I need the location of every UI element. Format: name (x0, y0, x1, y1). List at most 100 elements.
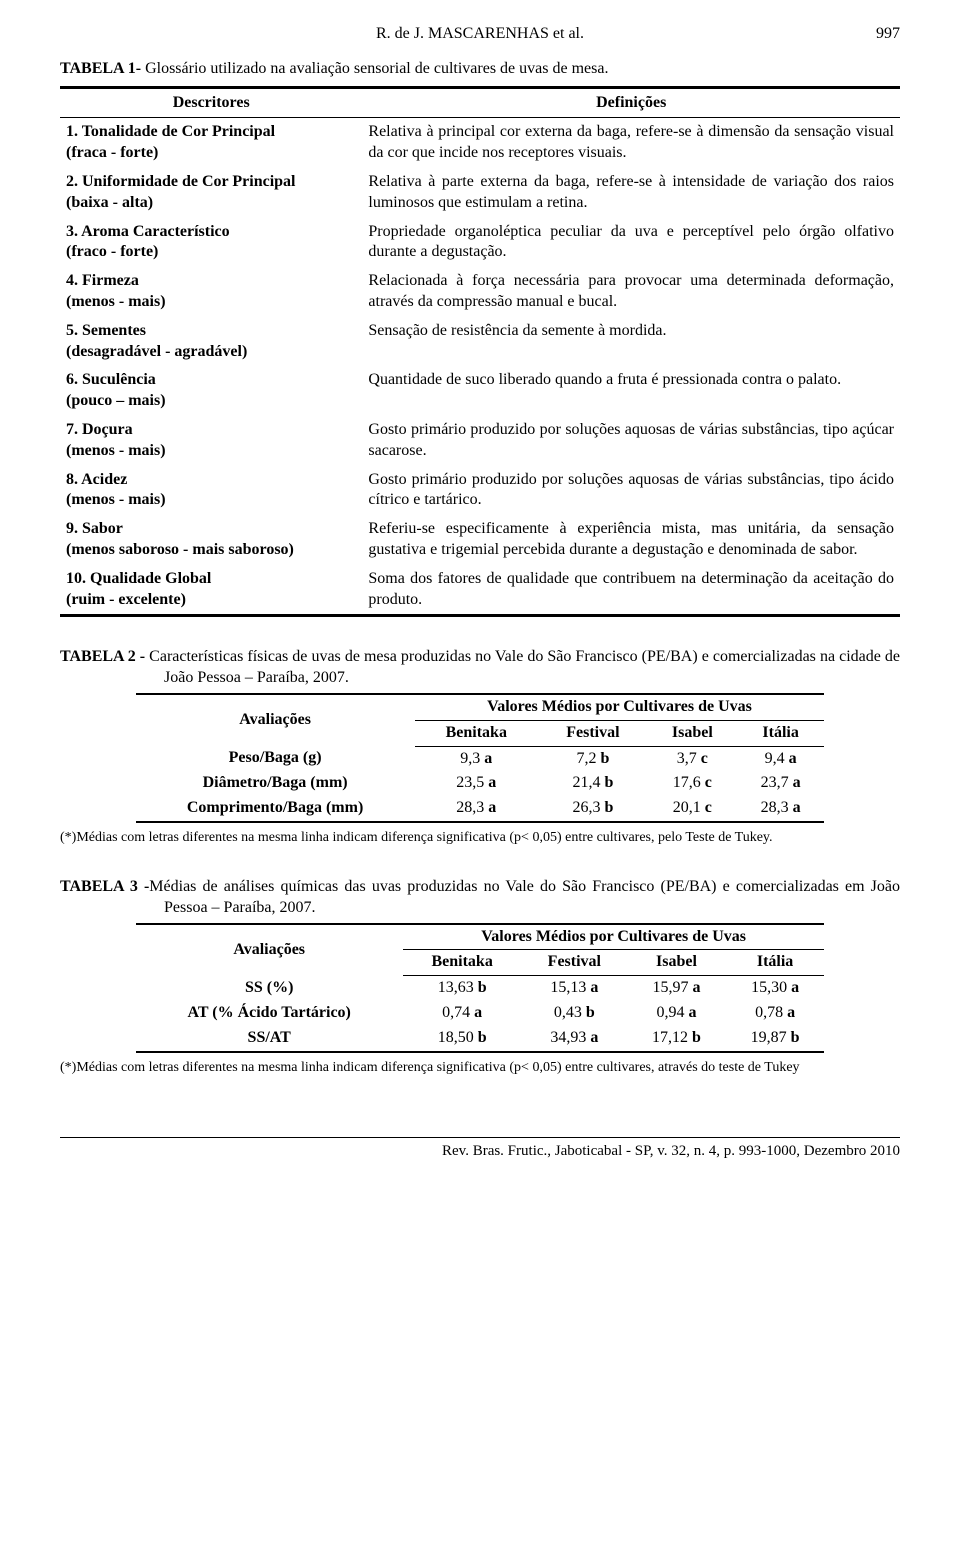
tabela3-row: SS/AT18,50 b34,93 a17,12 b19,87 b (136, 1026, 825, 1052)
descritor-range: (ruim - excelente) (66, 590, 356, 611)
tabela-1-head-definicoes: Definições (362, 87, 900, 118)
descritor-range: (menos - mais) (66, 490, 356, 511)
descritor-name: 8. Acidez (66, 470, 356, 491)
cell-letter: a (484, 750, 492, 767)
descritor-name: 5. Sementes (66, 321, 356, 342)
tabela-3-caption-label: TABELA 3 - (60, 878, 149, 895)
tabela2-column-header: Benitaka (415, 720, 538, 746)
page-footer: Rev. Bras. Frutic., Jaboticabal - SP, v.… (60, 1137, 900, 1162)
descritor-range: (baixa - alta) (66, 193, 356, 214)
tabela-1-row: 6. Suculência(pouco – mais)Quantidade de… (60, 366, 900, 416)
journal-citation: Rev. Bras. Frutic., Jaboticabal - SP, v.… (442, 1143, 900, 1159)
tabela-3-rowhead-label: Avaliações (136, 924, 403, 976)
tabela3-cell: 0,78 a (726, 1001, 825, 1026)
tabela2-row-label: Peso/Baga (g) (136, 746, 415, 771)
tabela-2-caption-text: Características físicas de uvas de mesa … (145, 648, 900, 686)
cell-letter: b (478, 979, 487, 996)
cell-value: 21,4 (572, 774, 600, 791)
tabela3-cell: 13,63 b (403, 976, 522, 1001)
descritor-name: 2. Uniformidade de Cor Principal (66, 172, 356, 193)
cell-letter: a (688, 1004, 696, 1021)
tabela-1-descritor-cell: 1. Tonalidade de Cor Principal(fraca - f… (60, 118, 362, 168)
tabela-1-definicao-cell: Relativa à parte externa da baga, refere… (362, 168, 900, 218)
cell-letter: a (474, 1004, 482, 1021)
page-number: 997 (876, 24, 900, 45)
tabela2-column-header: Isabel (648, 720, 737, 746)
tabela-2-caption-label: TABELA 2 - (60, 648, 145, 665)
tabela2-row: Comprimento/Baga (mm)28,3 a26,3 b20,1 c2… (136, 796, 825, 822)
tabela3-cell: 17,12 b (627, 1026, 726, 1052)
tabela2-cell: 9,4 a (737, 746, 825, 771)
tabela-1-definicao-cell: Gosto primário produzido por soluções aq… (362, 416, 900, 466)
cell-letter: b (600, 750, 609, 767)
descritor-range: (pouco – mais) (66, 391, 356, 412)
tabela-1-definicao-cell: Quantidade de suco liberado quando a fru… (362, 366, 900, 416)
descritor-range: (fraco - forte) (66, 242, 356, 263)
cell-value: 28,3 (761, 799, 789, 816)
tabela-1-descritor-cell: 2. Uniformidade de Cor Principal(baixa -… (60, 168, 362, 218)
tabela-2-rowhead-label: Avaliações (136, 694, 415, 746)
tabela-1-row: 4. Firmeza(menos - mais)Relacionada à fo… (60, 267, 900, 317)
tabela-1-definicao-cell: Propriedade organoléptica peculiar da uv… (362, 218, 900, 268)
descritor-range: (desagradável - agradável) (66, 342, 356, 363)
descritor-range: (menos - mais) (66, 292, 356, 313)
tabela3-column-header: Itália (726, 950, 825, 976)
tabela-1-descritor-cell: 3. Aroma Característico(fraco - forte) (60, 218, 362, 268)
tabela-1-descritor-cell: 5. Sementes(desagradável - agradável) (60, 317, 362, 367)
cell-value: 0,78 (755, 1004, 783, 1021)
tabela3-row-label: AT (% Ácido Tartárico) (136, 1001, 403, 1026)
descritor-range: (menos - mais) (66, 441, 356, 462)
tabela3-column-header: Benitaka (403, 950, 522, 976)
descritor-name: 7. Doçura (66, 420, 356, 441)
cell-value: 26,3 (572, 799, 600, 816)
tabela2-cell: 26,3 b (538, 796, 648, 822)
descritor-name: 10. Qualidade Global (66, 569, 356, 590)
cell-value: 7,2 (576, 750, 596, 767)
cell-letter: a (488, 799, 496, 816)
tabela3-row: AT (% Ácido Tartárico)0,74 a0,43 b0,94 a… (136, 1001, 825, 1026)
tabela-1-caption: TABELA 1- Glossário utilizado na avaliaç… (60, 59, 900, 80)
tabela-1-definicao-cell: Gosto primário produzido por soluções aq… (362, 466, 900, 516)
tabela2-cell: 20,1 c (648, 796, 737, 822)
cell-value: 34,93 (550, 1029, 586, 1046)
tabela3-row: SS (%)13,63 b15,13 a15,97 a15,30 a (136, 976, 825, 1001)
cell-value: 0,94 (656, 1004, 684, 1021)
cell-value: 3,7 (677, 750, 697, 767)
tabela-1-row: 10. Qualidade Global(ruim - excelente) So… (60, 565, 900, 616)
tabela-1-row: 3. Aroma Característico(fraco - forte)Pr… (60, 218, 900, 268)
tabela2-row: Peso/Baga (g)9,3 a7,2 b3,7 c9,4 a (136, 746, 825, 771)
tabela-1-descritor-cell: 4. Firmeza(menos - mais) (60, 267, 362, 317)
cell-letter: b (604, 799, 613, 816)
cell-letter: a (791, 979, 799, 996)
cell-letter: a (692, 979, 700, 996)
tabela3-cell: 0,74 a (403, 1001, 522, 1026)
tabela-2-group-label: Valores Médios por Cultivares de Uvas (415, 694, 825, 720)
tabela-1-definicao-cell: Relacionada à força necessária para prov… (362, 267, 900, 317)
tabela-1-definicao-cell: Soma dos fatores de qualidade que contri… (362, 565, 900, 616)
tabela-1-descritor-cell: 8. Acidez(menos - mais) (60, 466, 362, 516)
tabela-2-footnote: (*)Médias com letras diferentes na mesma… (60, 829, 900, 847)
cell-value: 23,5 (456, 774, 484, 791)
cell-value: 0,74 (442, 1004, 470, 1021)
tabela3-cell: 15,13 a (521, 976, 627, 1001)
descritor-name: 4. Firmeza (66, 271, 356, 292)
tabela-1-definicao-cell: Referiu-se especificamente à experiência… (362, 515, 900, 565)
tabela3-cell: 0,94 a (627, 1001, 726, 1026)
tabela-1-row: 2. Uniformidade de Cor Principal(baixa -… (60, 168, 900, 218)
tabela3-cell: 18,50 b (403, 1026, 522, 1052)
tabela3-column-header: Festival (521, 950, 627, 976)
tabela3-cell: 0,43 b (521, 1001, 627, 1026)
cell-value: 0,43 (554, 1004, 582, 1021)
tabela2-cell: 21,4 b (538, 771, 648, 796)
tabela-2-caption: TABELA 2 - Características físicas de uv… (60, 647, 900, 689)
tabela3-cell: 15,30 a (726, 976, 825, 1001)
tabela3-cell: 19,87 b (726, 1026, 825, 1052)
cell-letter: c (705, 799, 712, 816)
tabela2-cell: 28,3 a (415, 796, 538, 822)
tabela2-cell: 3,7 c (648, 746, 737, 771)
tabela-1-descritor-cell: 9. Sabor(menos saboroso - mais saboroso) (60, 515, 362, 565)
tabela3-column-header: Isabel (627, 950, 726, 976)
cell-letter: a (793, 799, 801, 816)
cell-value: 15,97 (652, 979, 688, 996)
descritor-name: 1. Tonalidade de Cor Principal (66, 122, 356, 143)
